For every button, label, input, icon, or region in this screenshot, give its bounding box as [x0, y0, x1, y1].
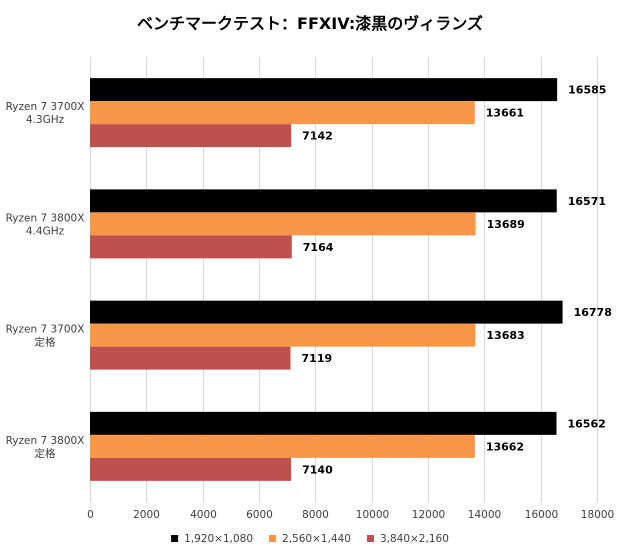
- x-tick-label: 14000: [468, 509, 501, 521]
- category-label-line: Ryzen 7 3700X: [6, 101, 85, 113]
- bar: [90, 124, 292, 148]
- category-label-line: Ryzen 7 3800X: [6, 212, 85, 224]
- x-tick-label: 8000: [302, 509, 329, 521]
- x-axis-ticks: 0 2000 4000 6000 8000 10000 12000 14000 16000 180…: [87, 509, 614, 521]
- legend-label: 3,840×2,160: [380, 533, 449, 545]
- bar: [90, 346, 291, 370]
- x-tick-label: 0: [87, 509, 94, 521]
- legend-label: 2,560×1,440: [282, 533, 351, 545]
- data-labels: 16585 13661 7142 16571 13689 7164 16778 13683 71…: [302, 84, 612, 477]
- x-tick-label: 18000: [581, 509, 614, 521]
- legend-swatch: [171, 535, 179, 542]
- data-label: 7119: [302, 352, 333, 365]
- bar: [90, 411, 557, 435]
- legend-item: 2,560×1,440: [269, 533, 351, 545]
- data-label: 16562: [567, 417, 605, 430]
- data-label: 16585: [568, 84, 606, 97]
- bar: [90, 212, 476, 236]
- category-label-line: 4.3GHz: [26, 114, 65, 126]
- data-label: 16571: [568, 195, 606, 208]
- category-label-line: Ryzen 7 3800X: [6, 435, 85, 447]
- legend-item: 3,840×2,160: [366, 533, 449, 545]
- legend-item: 1,920×1,080: [171, 533, 253, 545]
- legend-label: 1,920×1,080: [184, 533, 253, 545]
- data-label: 7164: [303, 241, 334, 254]
- data-label: 13689: [487, 218, 525, 231]
- bar: [90, 457, 292, 481]
- chart-title: ベンチマークテスト：FFXIV:漆黒のヴィランズ: [137, 14, 483, 33]
- x-tick-label: 4000: [190, 509, 217, 521]
- x-tick-label: 2000: [133, 509, 160, 521]
- x-tick-label: 10000: [356, 509, 389, 521]
- bar: [90, 189, 557, 213]
- bars: [90, 78, 563, 481]
- legend-swatch: [366, 535, 374, 542]
- bar: [90, 235, 292, 259]
- data-label: 13661: [486, 107, 524, 120]
- category-label-line: Ryzen 7 3700X: [6, 324, 85, 336]
- category-label-line: 定格: [35, 447, 56, 460]
- x-tick-label: 6000: [246, 509, 273, 521]
- x-tick-label: 16000: [525, 509, 558, 521]
- x-tick-label: 12000: [412, 509, 445, 521]
- data-label: 16778: [574, 306, 612, 319]
- category-label: Ryzen 7 3800X 4.4GHz: [6, 212, 85, 237]
- data-label: 7142: [302, 130, 333, 143]
- category-label: Ryzen 7 3700X 4.3GHz: [6, 101, 85, 126]
- bar: [90, 78, 558, 102]
- data-label: 13662: [486, 440, 524, 453]
- category-label: Ryzen 7 3800X 定格: [6, 435, 85, 460]
- category-label-line: 定格: [35, 336, 56, 349]
- bar: [90, 434, 475, 458]
- data-label: 7140: [302, 463, 333, 476]
- category-label: Ryzen 7 3700X 定格: [6, 324, 85, 349]
- category-label-line: 4.4GHz: [26, 225, 65, 237]
- legend: 1,920×1,080 2,560×1,440 3,840×2,160: [171, 533, 449, 545]
- legend-swatch: [269, 535, 277, 542]
- bar: [90, 323, 476, 347]
- bar: [90, 300, 563, 324]
- bar: [90, 101, 475, 125]
- data-label: 13683: [486, 329, 524, 342]
